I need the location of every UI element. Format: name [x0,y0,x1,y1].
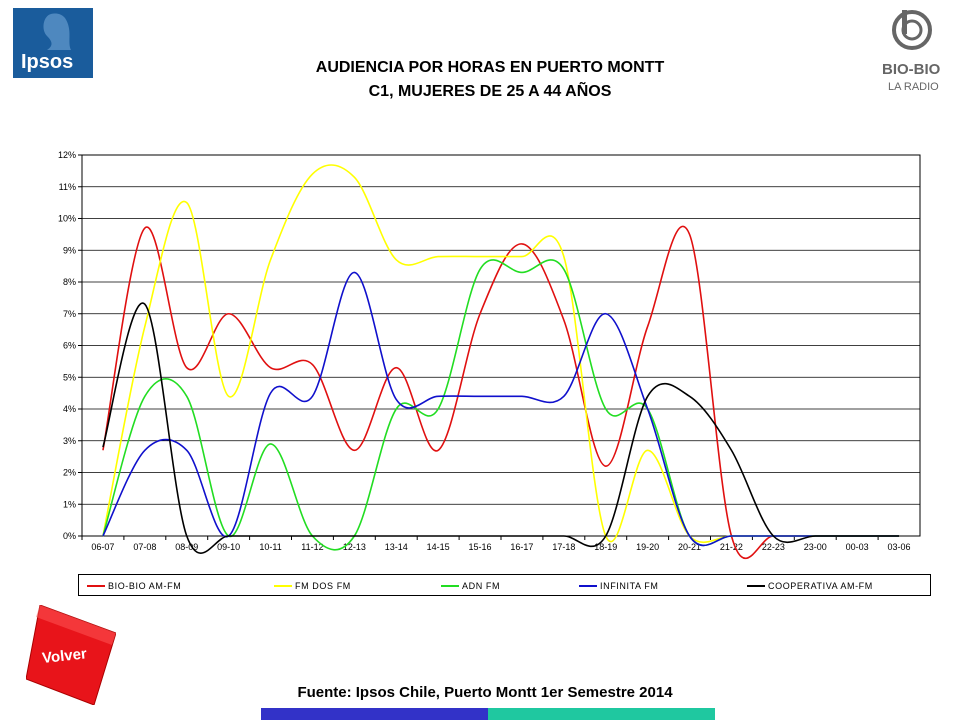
x-tick-label: 07-08 [133,542,156,552]
legend-label: COOPERATIVA AM-FM [768,581,873,591]
x-tick-label: 20-21 [678,542,701,552]
x-tick-label: 21-22 [720,542,743,552]
legend-label: ADN FM [462,581,501,591]
y-tick-label: 3% [63,436,76,446]
y-tick-label: 2% [63,468,76,478]
x-tick-label: 03-06 [888,542,911,552]
biobio-logo: BIO-BIO LA RADIO [882,10,941,93]
chart-legend: BIO-BIO AM-FM FM DOS FM ADN FM INFINITA FM C… [78,574,931,596]
legend-item: BIO-BIO AM-FM [87,579,181,593]
y-tick-label: 12% [58,150,76,160]
title-line-1: AUDIENCIA POR HORAS EN PUERTO MONTT [315,59,665,76]
title-line-2: C1, MUJERES DE 25 A 44 AÑOS [368,83,612,100]
x-tick-label: 00-03 [846,542,869,552]
x-tick-label: 08-09 [175,542,198,552]
x-tick-label: 10-11 [259,542,281,552]
x-tick-label: 18-19 [594,542,617,552]
y-tick-label: 5% [63,372,76,382]
x-tick-label: 17-18 [552,542,575,552]
source-note: Fuente: Ipsos Chile, Puerto Montt 1er Se… [297,684,673,701]
series-line [102,302,900,554]
biobio-logo-sub: LA RADIO [888,81,939,93]
y-tick-label: 4% [63,404,76,414]
ipsos-logo: Ipsos [13,8,93,78]
x-tick-label: 23-00 [804,542,827,552]
legend-item: COOPERATIVA AM-FM [747,579,873,593]
legend-swatch [87,585,105,587]
x-tick-label: 13-14 [385,542,408,552]
x-tick-label: 16-17 [510,542,533,552]
x-tick-label: 15-16 [469,542,492,552]
y-tick-label: 6% [63,341,76,351]
y-tick-label: 11% [59,182,76,192]
x-tick-label: 11-12 [301,542,323,552]
y-tick-label: 0% [63,531,76,541]
series-line [102,271,900,547]
legend-swatch [441,585,459,587]
volver-button[interactable]: Volver [26,605,116,705]
volver-label: Volver [41,645,87,667]
footer-bar-blue [261,708,488,720]
y-tick-label: 1% [63,499,76,509]
legend-item: FM DOS FM [274,579,351,593]
legend-swatch [579,585,597,587]
y-tick-label: 7% [63,309,76,319]
legend-label: BIO-BIO AM-FM [108,581,182,591]
legend-label: FM DOS FM [295,581,351,591]
legend-item: ADN FM [441,579,500,593]
legend-swatch [747,585,765,587]
x-tick-label: 12-13 [343,542,366,552]
x-tick-label: 09-10 [217,542,240,552]
ipsos-logo-text: Ipsos [21,51,73,73]
x-tick-label: 22-23 [762,542,785,552]
legend-label: INFINITA FM [600,581,659,591]
x-tick-label: 19-20 [636,542,659,552]
x-tick-label: 06-07 [91,542,114,552]
y-tick-label: 10% [58,214,76,224]
x-tick-label: 14-15 [427,542,450,552]
y-tick-label: 9% [63,245,76,255]
y-tick-label: 8% [63,277,76,287]
footer-bar-green [488,708,715,720]
biobio-logo-text: BIO-BIO [882,61,941,78]
legend-item: INFINITA FM [579,579,658,593]
page-title: AUDIENCIA POR HORAS EN PUERTO MONTT C1, … [230,56,750,104]
legend-swatch [274,585,292,587]
